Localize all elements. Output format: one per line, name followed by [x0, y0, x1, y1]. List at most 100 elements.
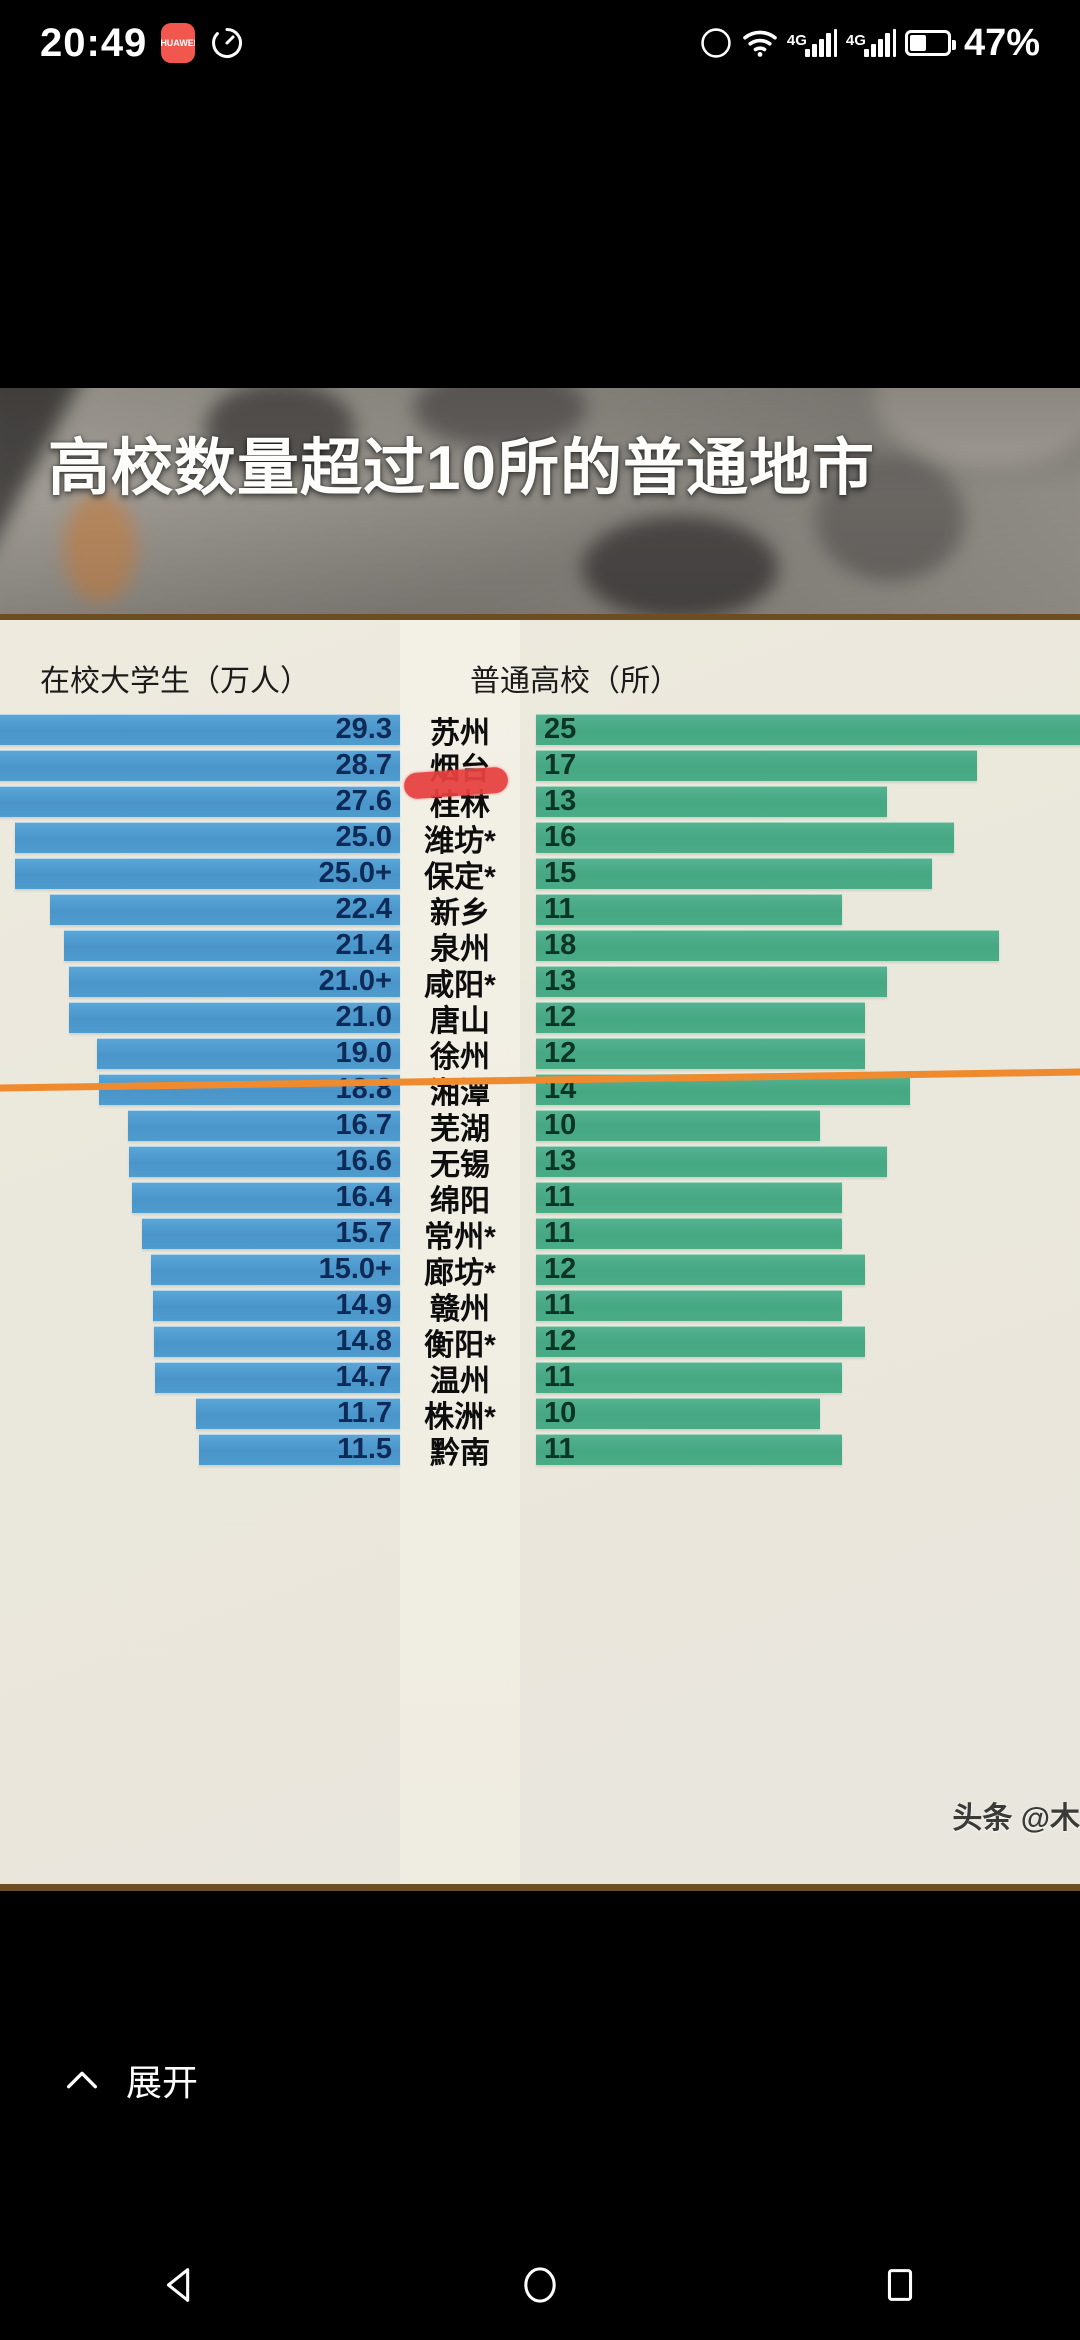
students-value: 14.7 — [335, 1361, 392, 1393]
right-column-header: 普通高校（所） — [470, 665, 680, 698]
universities-value: 12 — [544, 1253, 577, 1285]
nav-home-button[interactable] — [480, 2250, 600, 2320]
universities-bar: 12 — [536, 1253, 865, 1285]
universities-bar: 14 — [536, 1073, 910, 1105]
expand-button[interactable]: 展开 — [0, 2040, 1080, 2120]
universities-bar: 16 — [536, 821, 955, 853]
chart-row: 19.0 徐州 12 — [0, 1036, 1080, 1074]
city-label: 徐州 — [430, 1041, 490, 1074]
students-bar: 25.0 — [14, 821, 400, 853]
students-value: 22.4 — [335, 893, 392, 925]
city-label: 衡阳* — [424, 1329, 496, 1362]
students-value: 16.6 — [335, 1145, 392, 1177]
city-label: 廊坊* — [424, 1257, 496, 1290]
sim2-bars-icon — [863, 31, 890, 57]
universities-bar: 25 — [536, 713, 1080, 745]
students-bar: 15.0+ — [151, 1253, 400, 1285]
universities-value: 11 — [544, 1181, 575, 1213]
battery-icon — [904, 30, 956, 56]
students-bar: 11.7 — [196, 1397, 400, 1429]
post-image[interactable]: 高校数量超过10所的普通地市 在校大学生（万人） 普通高校（所） 29.3 苏州 2… — [0, 388, 1080, 1891]
students-value: 16.7 — [335, 1109, 392, 1141]
sim1-signal: 4G — [787, 29, 837, 57]
students-value: 25.0+ — [318, 857, 392, 889]
universities-value: 11 — [544, 1289, 575, 1321]
students-value: 11.7 — [337, 1397, 392, 1429]
recents-square-icon — [887, 2269, 913, 2301]
students-value: 14.9 — [335, 1289, 392, 1321]
students-bar: 14.7 — [155, 1361, 400, 1393]
page-title: 高校数量超过10所的普通地市 — [48, 434, 875, 503]
universities-bar: 11 — [536, 1217, 843, 1249]
city-label: 黔南 — [430, 1437, 490, 1470]
chart-row: 22.4 新乡 11 — [0, 892, 1080, 930]
banner-shade — [0, 388, 1080, 620]
universities-bar: 10 — [536, 1397, 820, 1429]
chart-area: 在校大学生（万人） 普通高校（所） 29.3 苏州 2528.7烟台1727.6桂林… — [0, 620, 1080, 1891]
status-time: 20:49 — [40, 20, 148, 65]
universities-bar: 11 — [536, 1361, 843, 1393]
city-label: 温州 — [430, 1365, 490, 1398]
students-bar: 11.5 — [199, 1433, 400, 1465]
universities-bar: 13 — [536, 965, 888, 997]
city-label: 唐山 — [430, 1005, 490, 1038]
students-bar: 27.6 — [0, 785, 400, 817]
universities-value: 13 — [544, 785, 577, 817]
students-value: 19.0 — [335, 1037, 392, 1069]
universities-bar: 11 — [536, 1289, 843, 1321]
banner-bottom-rule — [0, 614, 1080, 621]
chart-row: 15.0+ 廊坊* 12 — [0, 1252, 1080, 1290]
chart-row: 14.9 赣州 11 — [0, 1288, 1080, 1326]
universities-value: 10 — [544, 1397, 577, 1429]
universities-value: 12 — [544, 1325, 577, 1357]
universities-value: 12 — [544, 1037, 577, 1069]
universities-value: 13 — [544, 965, 577, 997]
city-label: 保定* — [424, 861, 496, 894]
nav-recents-button[interactable] — [840, 2250, 960, 2320]
chart-row: 29.3 苏州 25 — [0, 712, 1080, 750]
students-value: 21.0 — [335, 1001, 392, 1033]
chevron-up-icon — [67, 2071, 98, 2089]
universities-value: 16 — [544, 821, 577, 853]
wifi-icon — [743, 30, 777, 57]
universities-value: 12 — [544, 1001, 577, 1033]
eye-comfort-icon — [701, 28, 731, 58]
students-value: 11.5 — [337, 1433, 392, 1465]
universities-bar: 13 — [536, 1145, 888, 1177]
back-triangle-icon — [166, 2268, 190, 2302]
android-nav-bar — [0, 2230, 1080, 2340]
chart-row: 16.7 芜湖 10 — [0, 1108, 1080, 1146]
chart-row: 16.4 绵阳 11 — [0, 1180, 1080, 1218]
students-value: 25.0 — [335, 821, 392, 853]
speedometer-icon — [212, 27, 243, 58]
expand-label: 展开 — [126, 2062, 199, 2103]
universities-bar: 11 — [536, 893, 843, 925]
chart-row: 27.6 桂林 13 — [0, 784, 1080, 822]
battery-percent: 47% — [963, 21, 1040, 64]
nav-back-button[interactable] — [120, 2250, 240, 2320]
students-bar: 21.0+ — [69, 965, 400, 997]
city-column-background — [400, 620, 520, 1891]
sim2-signal: 4G — [846, 29, 896, 57]
chart-row: 21.0 唐山 12 — [0, 1000, 1080, 1038]
universities-value: 18 — [544, 929, 577, 961]
students-bar: 16.7 — [128, 1109, 400, 1141]
universities-bar: 18 — [536, 929, 1000, 961]
city-label: 湘潭 — [430, 1077, 490, 1110]
students-bar: 18.8 — [99, 1073, 400, 1105]
students-value: 27.6 — [335, 785, 392, 817]
students-bar: 21.0 — [69, 1001, 400, 1033]
universities-value: 11 — [544, 1433, 575, 1465]
chart-row: 28.7烟台17 — [0, 748, 1080, 786]
universities-bar: 15 — [536, 857, 932, 889]
chart-row: 14.7 温州 11 — [0, 1360, 1080, 1398]
city-label: 无锡 — [430, 1149, 490, 1182]
universities-value: 25 — [544, 713, 577, 745]
universities-value: 11 — [544, 1217, 575, 1249]
sim1-divider — [833, 29, 837, 57]
students-bar: 15.7 — [141, 1217, 400, 1249]
card-bottom-rule — [0, 1884, 1080, 1891]
students-bar: 16.4 — [132, 1181, 400, 1213]
huawei-badge-label: HUAWEI — [161, 38, 196, 48]
students-value: 28.7 — [335, 749, 392, 781]
